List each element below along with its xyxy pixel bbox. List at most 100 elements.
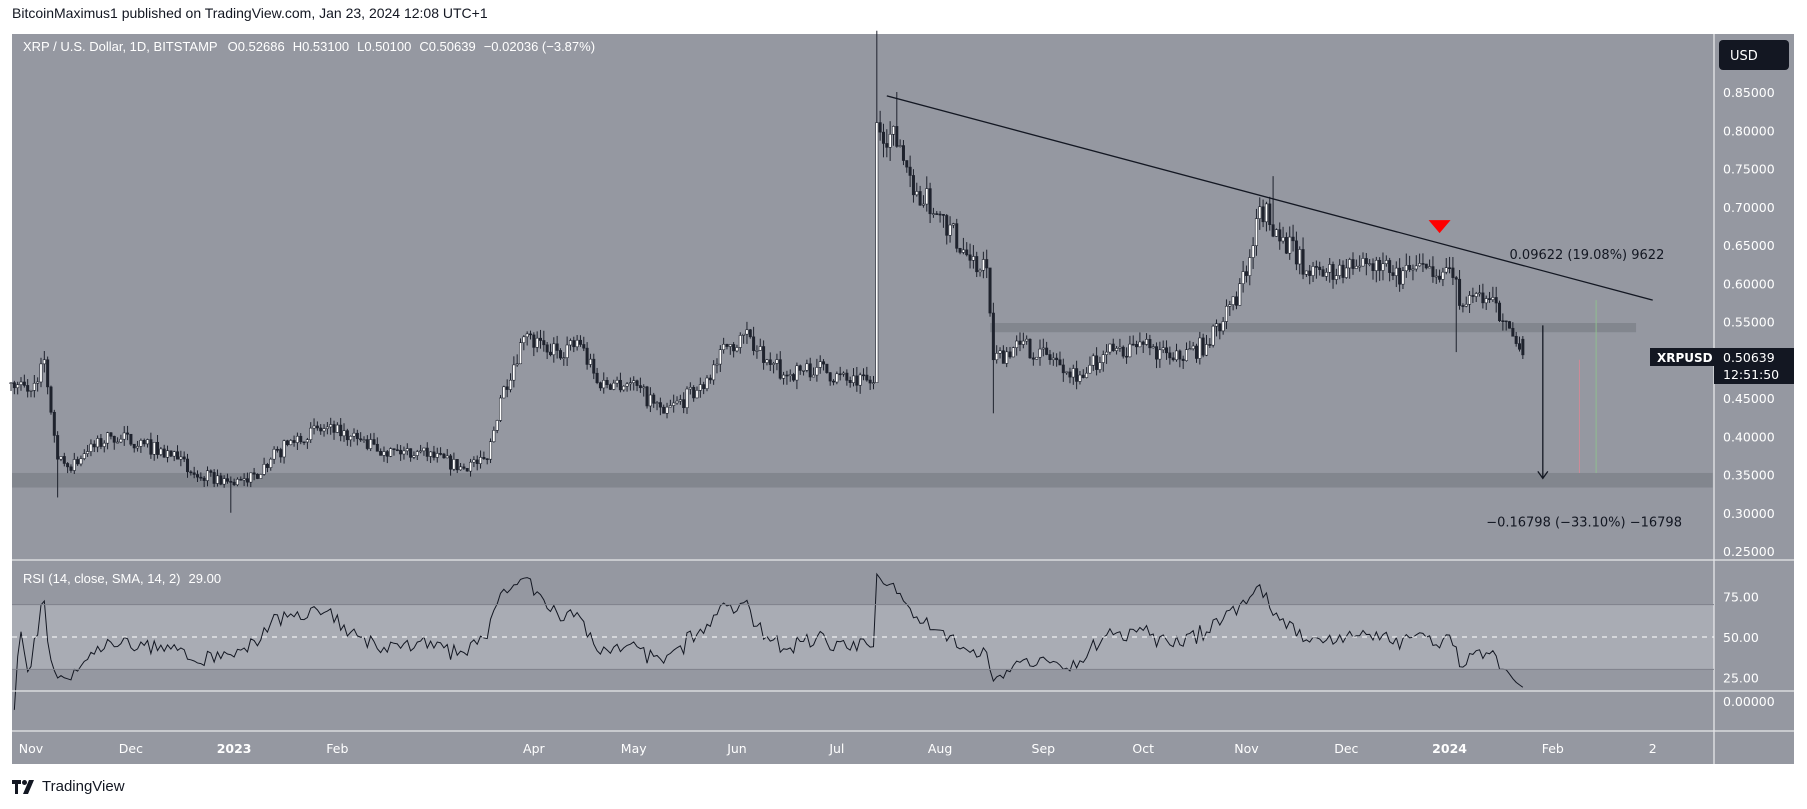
candle-body: [462, 466, 466, 469]
price-tick-label: 0.60000: [1723, 276, 1775, 291]
candle: [459, 462, 463, 471]
candle-body: [212, 472, 216, 484]
candle: [938, 211, 942, 223]
candle: [189, 470, 193, 476]
candle: [1394, 261, 1398, 288]
candle: [169, 450, 173, 457]
tradingview-logo[interactable]: TradingView: [12, 778, 125, 795]
candle-body: [1291, 236, 1295, 242]
candle: [955, 218, 959, 253]
candle: [1438, 269, 1442, 283]
candle-body: [1168, 352, 1172, 359]
candle-body: [1278, 229, 1282, 242]
candle-body: [528, 333, 532, 336]
candle: [1348, 257, 1352, 279]
candle: [215, 469, 219, 487]
candle: [588, 353, 592, 368]
candle-body: [995, 352, 999, 361]
candle: [505, 379, 509, 398]
price-zone[interactable]: [12, 472, 1713, 488]
candle: [289, 439, 293, 446]
candle-body: [385, 451, 389, 457]
currency-button[interactable]: USD: [1719, 40, 1789, 70]
candle-body: [92, 443, 96, 448]
candle: [1095, 347, 1099, 376]
candle: [1351, 252, 1355, 275]
candle-body: [748, 329, 752, 338]
candle-body: [479, 457, 483, 464]
candle: [32, 374, 36, 398]
candle: [305, 437, 309, 449]
candle-body: [205, 470, 209, 481]
candle-body: [1344, 267, 1348, 278]
candle: [1398, 258, 1402, 292]
candle: [495, 419, 499, 434]
time-tick-label: Aug: [928, 741, 952, 756]
candle: [1494, 286, 1498, 313]
candle-body: [542, 340, 546, 346]
candle: [622, 385, 626, 392]
candle: [362, 436, 366, 443]
trendline[interactable]: [886, 95, 1653, 301]
candle-body: [1394, 267, 1398, 276]
candle-body: [1105, 351, 1109, 355]
candle-body: [585, 347, 589, 365]
candle-body: [832, 380, 836, 383]
candle-body: [1358, 265, 1362, 268]
candle: [985, 249, 989, 279]
candle: [312, 418, 316, 435]
candle-body: [802, 370, 806, 372]
candle-body: [1065, 371, 1069, 374]
candle-body: [608, 384, 612, 390]
candle-body: [905, 160, 909, 168]
candle: [1304, 270, 1308, 278]
candle: [1204, 334, 1208, 357]
candle: [1001, 345, 1005, 364]
candle: [1221, 317, 1225, 335]
candle: [1338, 259, 1342, 280]
candle-body: [429, 451, 433, 457]
candle-body: [1481, 292, 1485, 304]
price-zone[interactable]: [990, 323, 1637, 333]
candle: [755, 345, 759, 359]
candle: [1501, 313, 1505, 331]
candle-body: [891, 126, 895, 135]
candle: [1085, 367, 1089, 379]
candle-body: [825, 363, 829, 373]
candle-body: [202, 477, 206, 481]
candle-body: [1038, 348, 1042, 358]
symbol-legend[interactable]: XRP / U.S. Dollar, 1D, BITSTAMP O0.52686 H…: [23, 39, 595, 54]
candle-body: [16, 384, 20, 389]
candle-body: [149, 439, 153, 455]
candle-body: [1224, 305, 1228, 322]
candle: [222, 475, 226, 488]
candle: [812, 367, 816, 378]
candle-body: [971, 256, 975, 261]
candle: [122, 426, 126, 446]
candle-body: [638, 385, 642, 389]
candle: [552, 337, 556, 363]
candle-body: [9, 382, 13, 385]
candle: [1165, 340, 1169, 360]
candle-body: [1221, 321, 1225, 332]
candle: [26, 379, 30, 398]
rsi-legend[interactable]: RSI (14, close, SMA, 14, 2) 29.00: [23, 571, 221, 586]
candle: [419, 444, 423, 454]
candle-body: [1015, 340, 1019, 348]
candle: [795, 362, 799, 390]
candle: [728, 344, 732, 355]
candle-body: [1228, 304, 1232, 307]
candle-body: [1115, 348, 1119, 351]
candle-body: [1378, 259, 1382, 271]
candle: [1498, 300, 1502, 323]
down-triangle-marker[interactable]: [1428, 220, 1451, 234]
candle-body: [1384, 260, 1388, 264]
candle: [548, 343, 552, 357]
candle-body: [768, 359, 772, 365]
currency-label: USD: [1730, 49, 1758, 64]
candle-body: [852, 375, 856, 383]
candle-body: [548, 351, 552, 356]
candle: [901, 140, 905, 166]
candle-body: [921, 203, 925, 206]
